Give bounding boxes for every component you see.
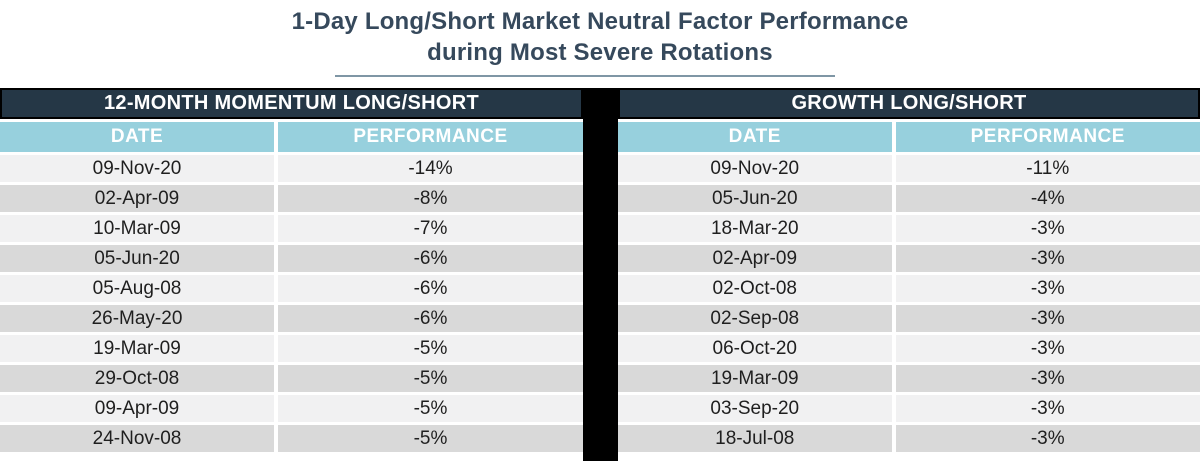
growth-table-title: GROWTH LONG/SHORT	[618, 88, 1200, 119]
performance-cell: -5%	[278, 335, 583, 362]
performance-cell: -6%	[278, 245, 583, 272]
momentum-column-headers: DATE PERFORMANCE	[0, 122, 583, 152]
table-row: 05-Aug-08 -6%	[0, 275, 583, 302]
growth-column-headers: DATE PERFORMANCE	[618, 122, 1200, 152]
date-cell: 02-Apr-09	[0, 185, 274, 212]
date-cell: 05-Aug-08	[0, 275, 274, 302]
momentum-table-title: 12-MONTH MOMENTUM LONG/SHORT	[0, 88, 583, 119]
table-row: 03-Sep-20 -3%	[618, 395, 1200, 422]
date-cell: 10-Mar-09	[0, 215, 274, 242]
momentum-long-short-table: 12-MONTH MOMENTUM LONG/SHORT DATE PERFOR…	[0, 88, 583, 452]
title-underline	[335, 75, 835, 77]
performance-cell: -3%	[895, 335, 1200, 362]
table-row: 24-Nov-08 -5%	[0, 425, 583, 452]
table-row: 26-May-20 -6%	[0, 305, 583, 332]
performance-column-header: PERFORMANCE	[278, 122, 583, 152]
table-row: 18-Mar-20 -3%	[618, 215, 1200, 242]
performance-cell: -5%	[278, 395, 583, 422]
performance-cell: -3%	[895, 365, 1200, 392]
performance-cell: -14%	[278, 155, 583, 182]
performance-cell: -11%	[895, 155, 1200, 182]
date-cell: 29-Oct-08	[0, 365, 274, 392]
date-cell: 18-Mar-20	[618, 215, 892, 242]
table-row: 02-Apr-09 -3%	[618, 245, 1200, 272]
table-row: 02-Sep-08 -3%	[618, 305, 1200, 332]
table-row: 19-Mar-09 -3%	[618, 365, 1200, 392]
growth-long-short-table: GROWTH LONG/SHORT DATE PERFORMANCE 09-No…	[618, 88, 1200, 452]
table-row: 10-Mar-09 -7%	[0, 215, 583, 242]
figure-title-line2: during Most Severe Rotations	[427, 39, 773, 66]
table-row: 06-Oct-20 -3%	[618, 335, 1200, 362]
date-cell: 26-May-20	[0, 305, 274, 332]
table-row: 02-Oct-08 -3%	[618, 275, 1200, 302]
momentum-table-title-text: 12-MONTH MOMENTUM LONG/SHORT	[103, 92, 480, 114]
date-cell: 03-Sep-20	[618, 395, 892, 422]
performance-cell: -3%	[895, 425, 1200, 452]
date-cell: 19-Mar-09	[618, 365, 892, 392]
date-cell: 09-Nov-20	[0, 155, 274, 182]
date-cell: 02-Oct-08	[618, 275, 892, 302]
performance-cell: -3%	[895, 245, 1200, 272]
date-cell: 09-Apr-09	[0, 395, 274, 422]
table-row: 09-Nov-20 -14%	[0, 155, 583, 182]
performance-cell: -6%	[278, 305, 583, 332]
table-row: 09-Apr-09 -5%	[0, 395, 583, 422]
performance-cell: -3%	[895, 275, 1200, 302]
performance-column-header: PERFORMANCE	[895, 122, 1200, 152]
date-cell: 05-Jun-20	[618, 185, 892, 212]
growth-table-rows: 09-Nov-20 -11% 05-Jun-20 -4% 18-Mar-20 -3% 02-…	[618, 155, 1200, 452]
performance-cell: -4%	[895, 185, 1200, 212]
performance-cell: -5%	[278, 425, 583, 452]
figure-title-line1: 1-Day Long/Short Market Neutral Factor P…	[291, 8, 909, 35]
date-cell: 06-Oct-20	[618, 335, 892, 362]
date-column-header: DATE	[618, 122, 892, 152]
date-cell: 05-Jun-20	[0, 245, 274, 272]
date-cell: 24-Nov-08	[0, 425, 274, 452]
table-row: 02-Apr-09 -8%	[0, 185, 583, 212]
performance-cell: -3%	[895, 305, 1200, 332]
table-row: 05-Jun-20 -4%	[618, 185, 1200, 212]
performance-cell: -8%	[278, 185, 583, 212]
date-cell: 09-Nov-20	[618, 155, 892, 182]
date-cell: 02-Sep-08	[618, 305, 892, 332]
performance-cell: -6%	[278, 275, 583, 302]
growth-table-title-text: GROWTH LONG/SHORT	[791, 92, 1027, 114]
table-row: 18-Jul-08 -3%	[618, 425, 1200, 452]
momentum-table-rows: 09-Nov-20 -14% 02-Apr-09 -8% 10-Mar-09 -7% 05-…	[0, 155, 583, 452]
table-row: 19-Mar-09 -5%	[0, 335, 583, 362]
table-divider-bar	[583, 88, 618, 461]
date-cell: 18-Jul-08	[618, 425, 892, 452]
figure-title: 1-Day Long/Short Market Neutral Factor P…	[0, 6, 1200, 68]
performance-cell: -5%	[278, 365, 583, 392]
date-cell: 19-Mar-09	[0, 335, 274, 362]
date-cell: 02-Apr-09	[618, 245, 892, 272]
performance-cell: -3%	[895, 395, 1200, 422]
performance-cell: -3%	[895, 215, 1200, 242]
performance-cell: -7%	[278, 215, 583, 242]
table-row: 05-Jun-20 -6%	[0, 245, 583, 272]
table-row: 29-Oct-08 -5%	[0, 365, 583, 392]
date-column-header: DATE	[0, 122, 274, 152]
table-row: 09-Nov-20 -11%	[618, 155, 1200, 182]
